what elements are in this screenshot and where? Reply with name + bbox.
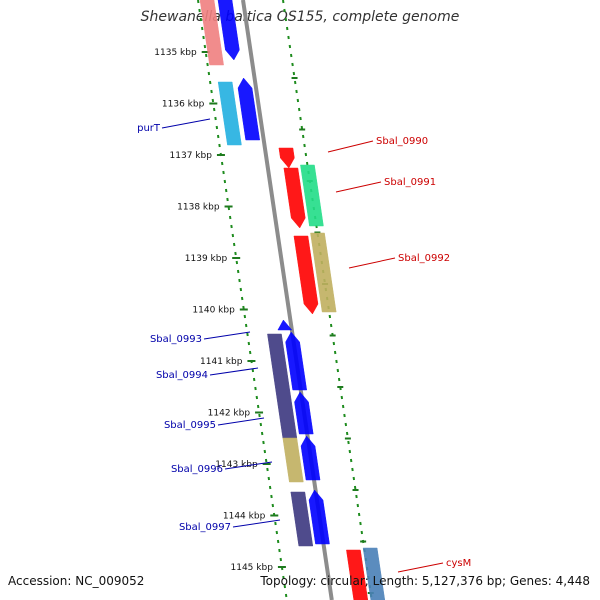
scale-label: 1135 kbp — [154, 48, 197, 58]
gene-blue — [294, 391, 314, 435]
gene-pink — [199, 0, 224, 66]
gene-cyan — [217, 81, 242, 146]
gene-red — [283, 167, 306, 229]
scale-label: 1144 kbp — [223, 512, 266, 522]
label-leader — [327, 140, 374, 153]
gene-label-sbal_0991: Sbal_0991 — [384, 177, 436, 188]
gene-blue — [217, 0, 240, 61]
gene-labels: Sbal_0990 Sbal_0991 Sbal_0992 cysM purT Sbal_… — [137, 118, 471, 573]
gene-blue — [237, 77, 261, 141]
topology-text: Topology: circular; Length: 5,127,376 bp… — [260, 574, 590, 588]
gene-blue — [277, 319, 293, 331]
label-leader — [224, 461, 273, 470]
scale-label: 1140 kbp — [192, 306, 235, 316]
label-leader — [335, 181, 382, 193]
gene-label-sbal_0995: Sbal_0995 — [164, 420, 216, 431]
label-leader — [217, 417, 265, 426]
gene-features — [199, 0, 386, 600]
label-leader — [348, 257, 396, 269]
gene-green — [300, 164, 324, 227]
gene-navy — [290, 491, 314, 547]
gene-label-sbal_0993: Sbal_0993 — [150, 334, 202, 345]
scale-label: 1142 kbp — [208, 409, 251, 419]
scale-label: 1136 kbp — [162, 100, 205, 110]
gene-label-sbal_0990: Sbal_0990 — [376, 136, 428, 147]
scale-label: 1143 kbp — [215, 460, 258, 470]
gene-blue — [285, 331, 308, 391]
scale-label: 1141 kbp — [200, 357, 243, 367]
label-leader — [203, 331, 251, 340]
label-leader — [161, 118, 211, 129]
gene-label-sbal_0992: Sbal_0992 — [398, 253, 450, 264]
scale-label: 1145 kbp — [231, 563, 274, 573]
accession-text: Accession: NC_009052 — [8, 574, 145, 588]
gene-olive — [282, 437, 304, 483]
gene-red — [293, 235, 319, 315]
gene-blue — [308, 489, 330, 545]
gene-label-sbal_0994: Sbal_0994 — [156, 370, 208, 381]
gene-olive — [310, 232, 337, 313]
scale-label: 1139 kbp — [185, 254, 228, 264]
gene-label-sbal_0997: Sbal_0997 — [179, 522, 231, 533]
label-leader — [397, 562, 444, 573]
gene-label-cysm: cysM — [446, 558, 471, 569]
scale-label: 1137 kbp — [170, 151, 213, 161]
label-leader — [232, 519, 281, 528]
gene-red — [278, 147, 295, 169]
gene-label-sbal_0996: Sbal_0996 — [171, 464, 223, 475]
gene-label-purt: purT — [137, 123, 161, 134]
label-leader — [209, 367, 259, 376]
gene-steel — [362, 547, 386, 600]
scale-ticks: 1135 kbp 1136 kbp 1137 kbp 1138 kbp 1139 kbp… — [154, 48, 374, 594]
gene-red — [346, 549, 369, 600]
gene-blue — [300, 435, 321, 481]
scale-label: 1138 kbp — [177, 203, 220, 213]
